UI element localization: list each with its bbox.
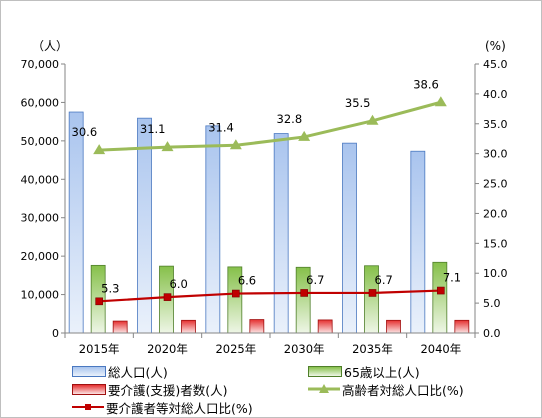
- right-tick-label: 40.0: [483, 88, 508, 101]
- legend-swatch: [72, 383, 106, 395]
- marker-elderly-ratio: [366, 114, 379, 125]
- category-label: 2015年: [79, 342, 120, 356]
- left-tick-label: 40,000: [21, 173, 60, 186]
- data-label: 6.7: [375, 273, 393, 287]
- marker-care-ratio: [437, 286, 445, 295]
- legend-swatch: [72, 401, 104, 413]
- marker-elderly-ratio: [298, 130, 311, 141]
- left-tick-label: 10,000: [21, 289, 60, 302]
- data-label: 38.6: [413, 77, 439, 91]
- left-tick-label: 50,000: [21, 135, 60, 148]
- legend-item: 要介護(支援)者数(人): [72, 381, 228, 398]
- right-tick-label: 5.0: [483, 297, 501, 310]
- legend-item: 総人口(人): [72, 363, 168, 380]
- right-tick-label: 10.0: [483, 267, 508, 280]
- marker-care-ratio: [95, 297, 103, 306]
- bar-care-2: [249, 319, 265, 334]
- left-axis-unit: （人）: [32, 39, 68, 53]
- legend-item: 65歳以上(人): [308, 363, 420, 380]
- right-tick-label: 35.0: [483, 118, 508, 131]
- marker-elderly-ratio: [93, 144, 106, 155]
- category-label: 2030年: [284, 342, 325, 356]
- marker-elderly-ratio: [229, 139, 242, 150]
- legend-swatch: [72, 365, 106, 377]
- right-axis-unit: (%): [485, 39, 506, 53]
- data-label: 6.7: [306, 273, 324, 287]
- left-tick-label: 0: [52, 327, 59, 340]
- data-label: 31.1: [140, 122, 166, 136]
- bar-total-3: [273, 133, 289, 334]
- bar-care-3: [317, 319, 333, 334]
- legend-item: 要介護者等対総人口比(%): [72, 399, 253, 416]
- marker-care-ratio: [232, 289, 240, 298]
- left-tick-label: 30,000: [21, 212, 60, 225]
- legend-item: 高齢者対総人口比(%): [308, 381, 464, 398]
- category-label: 2025年: [215, 342, 256, 356]
- right-tick-label: 45.0: [483, 58, 508, 71]
- bar-care-0: [112, 320, 128, 334]
- right-tick-label: 20.0: [483, 207, 508, 220]
- bar-care-1: [181, 319, 196, 334]
- data-label: 32.8: [277, 112, 303, 126]
- right-tick-label: 15.0: [483, 237, 508, 250]
- data-label: 5.3: [101, 281, 119, 295]
- legend-line-icon: [308, 384, 340, 393]
- data-label: 7.1: [443, 271, 461, 285]
- left-tick-label: 70,000: [21, 58, 60, 71]
- right-tick-label: 0.0: [483, 327, 501, 340]
- data-label: 6.0: [170, 277, 188, 291]
- line-care-ratio: [99, 289, 441, 303]
- category-label: 2020年: [147, 342, 188, 356]
- category-label: 2035年: [352, 342, 393, 356]
- line-elderly-ratio: [99, 100, 442, 152]
- data-label: 6.6: [238, 274, 256, 288]
- legend-swatch: [308, 365, 342, 377]
- marker-care-ratio: [368, 289, 377, 297]
- bar-total-2: [205, 125, 221, 334]
- marker-care-ratio: [300, 289, 308, 297]
- left-tick-label: 60,000: [21, 96, 60, 109]
- bar-total-1: [137, 117, 152, 334]
- left-tick-label: 20,000: [21, 250, 60, 263]
- legend-label: 65歳以上(人): [344, 364, 420, 380]
- legend-line-icon: [72, 404, 104, 410]
- legend-swatch: [308, 383, 340, 395]
- data-label: 31.4: [208, 120, 234, 134]
- data-label: 35.5: [345, 96, 371, 110]
- right-tick-label: 25.0: [483, 178, 508, 191]
- right-tick-label: 30.0: [483, 148, 508, 161]
- legend-label: 要介護者等対総人口比(%): [106, 400, 253, 416]
- bar-care-5: [454, 319, 470, 334]
- data-label: 30.6: [72, 125, 98, 139]
- legend: 総人口(人) 65歳以上(人) 要介護(支援)者数(人) 高齢者対総人口比(%) 要介護…: [72, 363, 492, 416]
- legend-label: 総人口(人): [108, 364, 168, 380]
- bar-total-5: [410, 150, 426, 334]
- bar-care-4: [386, 319, 401, 334]
- marker-elderly-ratio: [161, 141, 174, 152]
- marker-elderly-ratio: [434, 96, 447, 107]
- category-label: 2040年: [420, 342, 461, 356]
- legend-label: 高齢者対総人口比(%): [342, 382, 464, 398]
- bar-total-0: [68, 111, 84, 334]
- marker-care-ratio: [163, 293, 172, 301]
- bar-total-4: [342, 142, 357, 334]
- legend-label: 要介護(支援)者数(人): [108, 382, 228, 398]
